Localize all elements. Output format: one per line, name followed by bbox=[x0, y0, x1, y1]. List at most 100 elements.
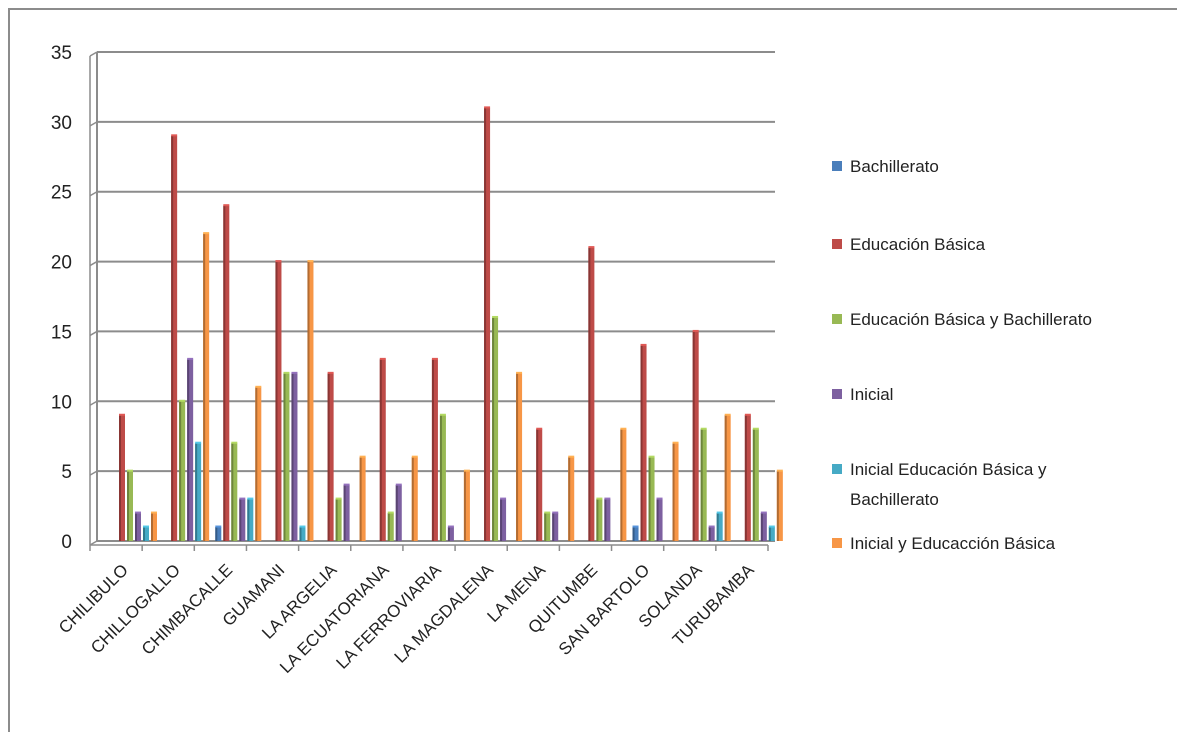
bar bbox=[463, 469, 470, 541]
gridline-depth bbox=[89, 121, 98, 127]
bar-side bbox=[411, 457, 414, 541]
bar-side bbox=[395, 485, 398, 541]
bar bbox=[215, 525, 222, 541]
bar-side bbox=[640, 345, 643, 541]
bar-side bbox=[672, 443, 675, 541]
bar-side bbox=[255, 387, 258, 541]
bar bbox=[656, 497, 663, 541]
bar-side bbox=[552, 513, 555, 541]
y-tick-label: 35 bbox=[51, 43, 72, 64]
bar-side bbox=[544, 513, 547, 541]
bar-side bbox=[387, 513, 390, 541]
bar-front bbox=[640, 345, 647, 541]
bar-side bbox=[536, 429, 539, 541]
bar-side bbox=[431, 359, 434, 541]
bar-top bbox=[335, 497, 342, 500]
y-tick-label: 15 bbox=[51, 322, 72, 343]
bar-side bbox=[516, 373, 519, 541]
legend-label: Inicial y Educacción Básica bbox=[850, 534, 1056, 553]
bar-top bbox=[768, 525, 775, 528]
y-tick-label: 20 bbox=[51, 253, 72, 274]
bar-front bbox=[411, 457, 418, 541]
legend-item: Bachillerato bbox=[832, 157, 939, 176]
bar-side bbox=[744, 415, 747, 541]
bar-front bbox=[327, 373, 334, 541]
bar bbox=[143, 525, 149, 541]
bar bbox=[439, 413, 446, 541]
bar-top bbox=[203, 232, 210, 235]
bar bbox=[752, 427, 759, 541]
bar-front bbox=[500, 499, 507, 541]
bar bbox=[135, 511, 141, 541]
bar-top bbox=[776, 469, 783, 472]
y-tick-label: 10 bbox=[51, 392, 72, 413]
bar-side bbox=[692, 331, 695, 541]
bar bbox=[223, 204, 230, 541]
bar-front bbox=[716, 513, 723, 541]
bar-side bbox=[195, 443, 198, 541]
bar bbox=[447, 525, 454, 541]
bar-top bbox=[223, 204, 230, 207]
legend-swatch bbox=[832, 538, 842, 548]
bar-top bbox=[500, 497, 507, 500]
bar bbox=[275, 260, 282, 541]
bar bbox=[640, 343, 647, 541]
bar bbox=[568, 455, 575, 541]
bar-front bbox=[343, 485, 350, 541]
bar bbox=[536, 427, 543, 541]
bar-front bbox=[776, 471, 783, 541]
bar-side bbox=[648, 457, 651, 541]
bar-top bbox=[411, 455, 418, 458]
bar-side bbox=[379, 359, 382, 541]
bar-side bbox=[492, 317, 495, 541]
bar-top bbox=[744, 413, 751, 416]
legend-item: Educación Básica y Bachillerato bbox=[832, 310, 1092, 329]
y-tick-label: 25 bbox=[51, 183, 72, 204]
bar-side bbox=[776, 471, 779, 541]
bar bbox=[492, 315, 499, 541]
bar-front bbox=[255, 387, 262, 541]
bar-top bbox=[395, 483, 402, 486]
bar-front bbox=[395, 485, 402, 541]
bar-side bbox=[215, 527, 218, 541]
bar-top bbox=[656, 497, 663, 500]
bar-side bbox=[500, 499, 503, 541]
bar-front bbox=[768, 527, 775, 541]
bar bbox=[247, 497, 254, 541]
bar-top bbox=[135, 511, 141, 514]
bar-top bbox=[171, 134, 178, 137]
bar-front bbox=[544, 513, 551, 541]
bar-top bbox=[255, 385, 262, 388]
legend-item: Inicial bbox=[832, 385, 893, 404]
bar-side bbox=[187, 359, 190, 541]
bar-side bbox=[752, 429, 755, 541]
bar-top bbox=[632, 525, 639, 528]
y-tick-label: 5 bbox=[61, 462, 72, 483]
bar-front bbox=[516, 373, 523, 541]
bar-top bbox=[536, 427, 543, 430]
bar bbox=[291, 371, 298, 541]
bar-front bbox=[239, 499, 246, 541]
bar bbox=[620, 427, 627, 541]
bar-front bbox=[447, 527, 454, 541]
bar bbox=[231, 441, 238, 541]
bar-side bbox=[143, 527, 145, 541]
bar bbox=[484, 106, 491, 541]
bar bbox=[379, 357, 386, 541]
bar bbox=[724, 413, 731, 541]
bar-top bbox=[752, 427, 759, 430]
bar-top bbox=[568, 455, 575, 458]
bar-top bbox=[151, 511, 157, 514]
bar bbox=[203, 232, 210, 541]
bar-top bbox=[760, 511, 767, 514]
bar-front bbox=[752, 429, 759, 541]
bar bbox=[255, 385, 262, 541]
bar-front bbox=[151, 513, 157, 541]
legend-label: Educación Básica bbox=[850, 235, 986, 254]
bar bbox=[299, 525, 306, 541]
bar-front bbox=[552, 513, 559, 541]
bar-top bbox=[215, 525, 222, 528]
bar-side bbox=[596, 499, 599, 541]
bar-front bbox=[299, 527, 306, 541]
